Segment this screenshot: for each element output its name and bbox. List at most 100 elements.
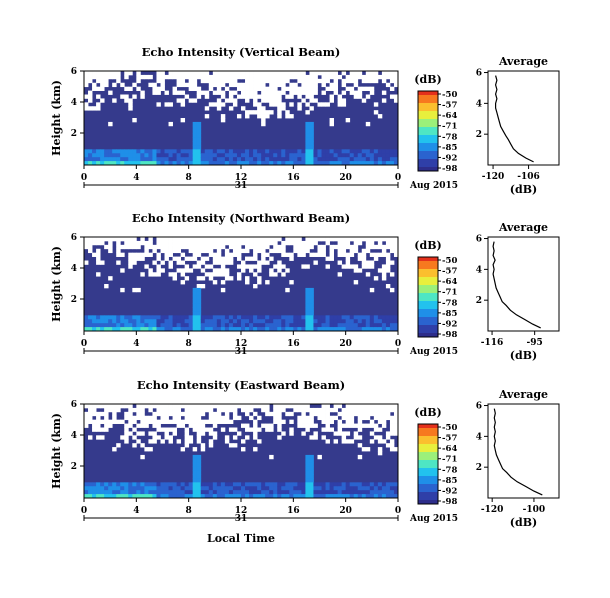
x-tick-label: 4 <box>133 506 139 516</box>
y-tick-label: 2 <box>71 295 77 305</box>
y-tick-label: 6 <box>71 400 77 410</box>
colorbar-tick-label: -85 <box>442 309 457 319</box>
x-tick-label: 0 <box>81 506 87 516</box>
colorbar-unit: (dB) <box>414 239 441 252</box>
heatmap-cells <box>84 71 399 166</box>
colorbar <box>418 424 438 505</box>
x-tick-label: 12 <box>235 173 248 183</box>
profile-frame <box>487 236 560 332</box>
colorbar-tick-label: -57 <box>442 267 457 277</box>
colorbar-tick-label: -92 <box>442 319 457 329</box>
profile-frame <box>487 70 560 166</box>
profile-x-tick-label: -106 <box>517 172 540 182</box>
average-profile: Average 6 4 2 -120 -106(dB) <box>476 55 560 196</box>
panel-2: Echo Intensity (Northward Beam) 6 4 2 Height… <box>50 211 560 362</box>
x-tick-label: 20 <box>339 173 352 183</box>
profile-x-label: (dB) <box>510 516 537 529</box>
x-tick-label: 12 <box>235 506 248 516</box>
profile-line <box>493 408 543 496</box>
profile-y-tick-label: 2 <box>476 130 482 140</box>
colorbar-tick-label: -71 <box>442 122 457 132</box>
profile-line <box>494 75 534 163</box>
x-tick-label: 8 <box>186 506 192 516</box>
date-label: Aug 2015 <box>409 514 458 524</box>
panel-3: Echo Intensity (Eastward Beam) 6 4 2 Height … <box>50 378 560 545</box>
profile-x-tick-label: -120 <box>481 505 504 515</box>
y-tick-label: 4 <box>71 431 77 441</box>
panel-title: Echo Intensity (Eastward Beam) <box>137 378 345 392</box>
y-tick-label: 6 <box>71 233 77 243</box>
x-tick-label: 4 <box>133 173 139 183</box>
profile-title: Average <box>498 388 548 401</box>
colorbar-tick-label: -64 <box>442 277 457 287</box>
colorbar-tick-label: -78 <box>442 465 457 475</box>
colorbar-tick-label: -85 <box>442 476 457 486</box>
x-tick-label: 4 <box>133 339 139 349</box>
profile-x-label: (dB) <box>510 183 537 196</box>
date-label: Aug 2015 <box>409 347 458 357</box>
profile-x-tick-label: -95 <box>527 338 543 348</box>
profile-title: Average <box>498 55 548 68</box>
date-day-label: 31 <box>235 347 248 357</box>
colorbar-unit: (dB) <box>414 406 441 419</box>
colorbar-tick-label: -71 <box>442 455 457 465</box>
profile-x-tick-label: -120 <box>482 172 505 182</box>
profile-y-tick-label: 6 <box>476 402 482 412</box>
profile-y-tick-label: 2 <box>476 463 482 473</box>
average-profile: Average 6 4 2 -116 -95(dB) <box>476 221 560 362</box>
y-tick-label: 4 <box>71 264 77 274</box>
profile-y-tick-label: 4 <box>476 99 482 109</box>
colorbar-tick-label: -92 <box>442 486 457 496</box>
heatmap-cells <box>84 404 399 499</box>
profile-y-tick-label: 6 <box>476 235 482 245</box>
y-tick-label: 6 <box>71 67 77 77</box>
profile-y-tick-label: 6 <box>476 69 482 79</box>
colorbar <box>418 257 438 338</box>
y-axis-label: Height (km) <box>50 80 63 156</box>
date-label: Aug 2015 <box>409 181 458 191</box>
x-tick-label: 0 <box>395 506 401 516</box>
colorbar-frame <box>417 423 439 505</box>
colorbar-frame <box>417 256 439 338</box>
x-tick-label: 0 <box>81 173 87 183</box>
average-profile: Average 6 4 2 -120 -100(dB) <box>476 388 560 529</box>
colorbar-tick-label: -64 <box>442 111 457 121</box>
profile-x-tick-label: -100 <box>523 505 546 515</box>
x-axis-label: Local Time <box>207 532 275 545</box>
colorbar-frame <box>417 90 439 172</box>
x-tick-label: 0 <box>395 339 401 349</box>
x-tick-label: 16 <box>287 506 300 516</box>
panel-title: Echo Intensity (Northward Beam) <box>132 211 350 225</box>
date-day-label: 31 <box>235 514 248 524</box>
colorbar-tick-label: -64 <box>442 444 457 454</box>
colorbar-tick-label: -78 <box>442 132 457 142</box>
y-tick-label: 2 <box>71 129 77 139</box>
profile-y-tick-label: 4 <box>476 265 482 275</box>
profile-frame <box>487 403 560 499</box>
y-tick-label: 4 <box>71 98 77 108</box>
x-tick-label: 0 <box>395 173 401 183</box>
profile-y-tick-label: 2 <box>476 296 482 306</box>
colorbar-tick-label: -57 <box>442 101 457 111</box>
x-tick-label: 8 <box>186 339 192 349</box>
x-tick-label: 20 <box>339 339 352 349</box>
profile-title: Average <box>498 221 548 234</box>
x-tick-label: 20 <box>339 506 352 516</box>
x-tick-label: 0 <box>81 339 87 349</box>
colorbar-tick-label: -92 <box>442 153 457 163</box>
colorbar-unit: (dB) <box>414 73 441 86</box>
colorbar-tick-label: -98 <box>442 164 457 174</box>
colorbar-tick-label: -71 <box>442 288 457 298</box>
colorbar-tick-label: -98 <box>442 330 457 340</box>
profile-x-tick-label: -116 <box>481 338 504 348</box>
x-tick-label: 16 <box>287 173 300 183</box>
x-tick-label: 12 <box>235 339 248 349</box>
panel-title: Echo Intensity (Vertical Beam) <box>142 45 341 59</box>
date-day-label: 31 <box>235 181 248 191</box>
profile-y-tick-label: 4 <box>476 432 482 442</box>
panel-1: Echo Intensity (Vertical Beam) 6 4 2 Height … <box>50 45 560 196</box>
y-tick-label: 2 <box>71 462 77 472</box>
colorbar-tick-label: -78 <box>442 298 457 308</box>
colorbar-tick-label: -50 <box>442 423 457 433</box>
